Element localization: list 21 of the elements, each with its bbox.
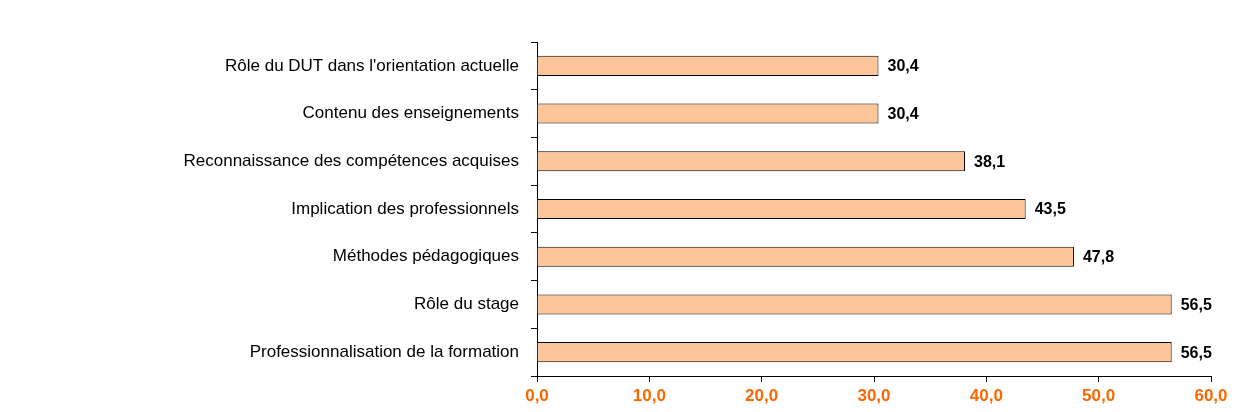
x-tick-label: 0,0 bbox=[525, 385, 549, 405]
x-tick-label: 20,0 bbox=[745, 385, 779, 405]
y-tick-label: Contenu des enseignements bbox=[302, 103, 519, 123]
y-tick-label: Rôle du DUT dans l'orientation actuelle bbox=[225, 55, 519, 75]
y-tick-label: Rôle du stage bbox=[414, 294, 519, 314]
data-label: 47,8 bbox=[1082, 248, 1115, 266]
data-label: 56,5 bbox=[1180, 343, 1212, 361]
data-label: 30,4 bbox=[887, 57, 919, 75]
data-label: 38,1 bbox=[973, 152, 1006, 170]
x-tick-label: 10,0 bbox=[632, 385, 666, 405]
x-tick-label: 50,0 bbox=[1082, 385, 1116, 405]
data-label: 30,4 bbox=[887, 104, 919, 122]
data-label: 43,5 bbox=[1034, 200, 1066, 218]
data-label: 56,5 bbox=[1180, 295, 1212, 313]
y-tick-label: Implication des professionnels bbox=[291, 198, 519, 218]
x-tick-label: 40,0 bbox=[969, 385, 1003, 405]
y-tick-label: Méthodes pédagogiques bbox=[332, 246, 519, 266]
y-tick-label: Professionnalisation de la formation bbox=[249, 341, 519, 361]
x-tick-label: 60,0 bbox=[1194, 385, 1228, 405]
y-tick-label: Reconnaissance des compétences acquises bbox=[183, 150, 519, 170]
x-tick-label: 30,0 bbox=[857, 385, 891, 405]
